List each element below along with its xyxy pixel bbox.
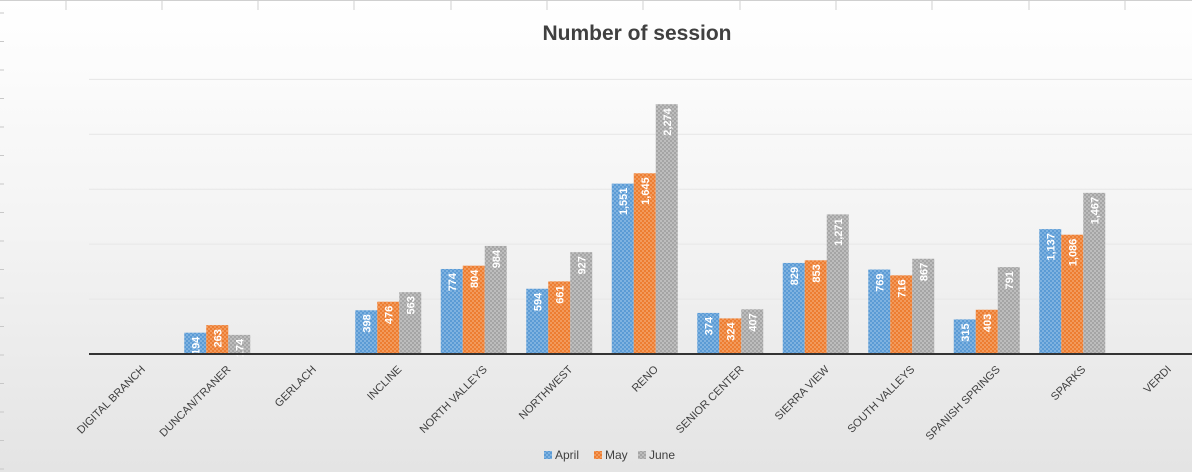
bar-april-1[interactable] (184, 332, 207, 354)
data-label-may-5: 661 (554, 285, 566, 303)
chart-title: Number of session (542, 22, 731, 45)
data-label-april-8: 829 (789, 267, 801, 285)
data-label-june-4: 984 (491, 249, 503, 268)
bar-labels-layer: 194 263 174 398 476 563 774 804 984 594 661 927 1,55… (190, 107, 1101, 357)
data-label-june-5: 927 (576, 256, 588, 274)
data-label-may-6: 1,645 (640, 177, 652, 205)
data-label-april-6: 1,551 (618, 188, 630, 216)
data-label-june-8: 1,271 (833, 218, 845, 246)
data-label-april-5: 594 (532, 292, 544, 311)
data-label-may-8: 853 (811, 264, 823, 282)
data-label-june-1: 174 (234, 338, 246, 357)
legend-item-may[interactable]: May (594, 448, 628, 462)
legend-label: May (605, 448, 628, 462)
legend-label: April (555, 448, 579, 462)
bar-may-6[interactable] (633, 173, 656, 354)
bar-april-3[interactable] (355, 310, 378, 354)
legend-item-june[interactable]: June (638, 448, 675, 462)
data-label-april-11: 1,137 (1045, 233, 1057, 261)
bar-may-3[interactable] (377, 301, 400, 354)
bar-june-4[interactable] (484, 245, 507, 354)
data-label-may-11: 1,086 (1067, 239, 1079, 267)
data-label-april-7: 374 (703, 316, 715, 335)
data-label-april-1: 194 (190, 336, 202, 355)
bar-may-8[interactable] (804, 260, 827, 354)
bar-may-10[interactable] (975, 309, 998, 354)
legend-item-april[interactable]: April (544, 448, 579, 462)
bar-june-6[interactable] (655, 104, 678, 354)
data-label-june-7: 407 (747, 313, 759, 331)
data-label-april-10: 315 (960, 323, 972, 341)
bar-june-10[interactable] (997, 267, 1020, 354)
bar-april-9[interactable] (868, 269, 891, 354)
data-label-april-3: 398 (361, 314, 373, 332)
bar-may-9[interactable] (890, 275, 913, 354)
legend-swatch (544, 451, 552, 459)
bar-may-7[interactable] (719, 318, 742, 354)
bar-june-7[interactable] (741, 309, 764, 354)
bar-april-7[interactable] (697, 312, 720, 354)
data-label-june-11: 1,467 (1089, 197, 1101, 225)
bar-may-11[interactable] (1061, 234, 1084, 354)
bar-june-11[interactable] (1083, 192, 1106, 354)
bar-april-5[interactable] (526, 288, 549, 354)
bar-april-8[interactable] (782, 262, 805, 354)
bar-june-1[interactable] (228, 334, 251, 354)
data-label-may-4: 804 (469, 269, 481, 288)
bar-may-1[interactable] (206, 325, 229, 354)
bar-april-11[interactable] (1039, 229, 1062, 354)
legend[interactable]: April May June (544, 448, 675, 462)
data-label-june-6: 2,274 (662, 107, 674, 135)
legend-label: June (649, 448, 675, 462)
bar-april-10[interactable] (953, 319, 976, 354)
bar-june-9[interactable] (912, 258, 935, 354)
bar-june-5[interactable] (570, 252, 593, 354)
data-label-may-9: 716 (896, 279, 908, 297)
bar-april-4[interactable] (440, 268, 463, 354)
bar-april-6[interactable] (611, 183, 634, 354)
data-label-april-4: 774 (447, 272, 459, 291)
data-label-may-1: 263 (212, 329, 224, 347)
data-label-may-3: 476 (383, 306, 395, 324)
bar-june-8[interactable] (826, 214, 849, 354)
bar-june-3[interactable] (399, 292, 422, 354)
bars-layer (184, 104, 1106, 354)
data-label-june-3: 563 (405, 296, 417, 314)
legend-swatch (638, 451, 646, 459)
data-label-may-10: 403 (982, 314, 994, 332)
data-label-june-10: 791 (1004, 271, 1016, 289)
data-label-april-9: 769 (874, 274, 886, 292)
bar-may-5[interactable] (548, 281, 571, 354)
bar-may-4[interactable] (462, 265, 485, 354)
legend-swatch (594, 451, 602, 459)
data-label-may-7: 324 (725, 322, 737, 341)
data-label-june-9: 867 (918, 263, 930, 281)
